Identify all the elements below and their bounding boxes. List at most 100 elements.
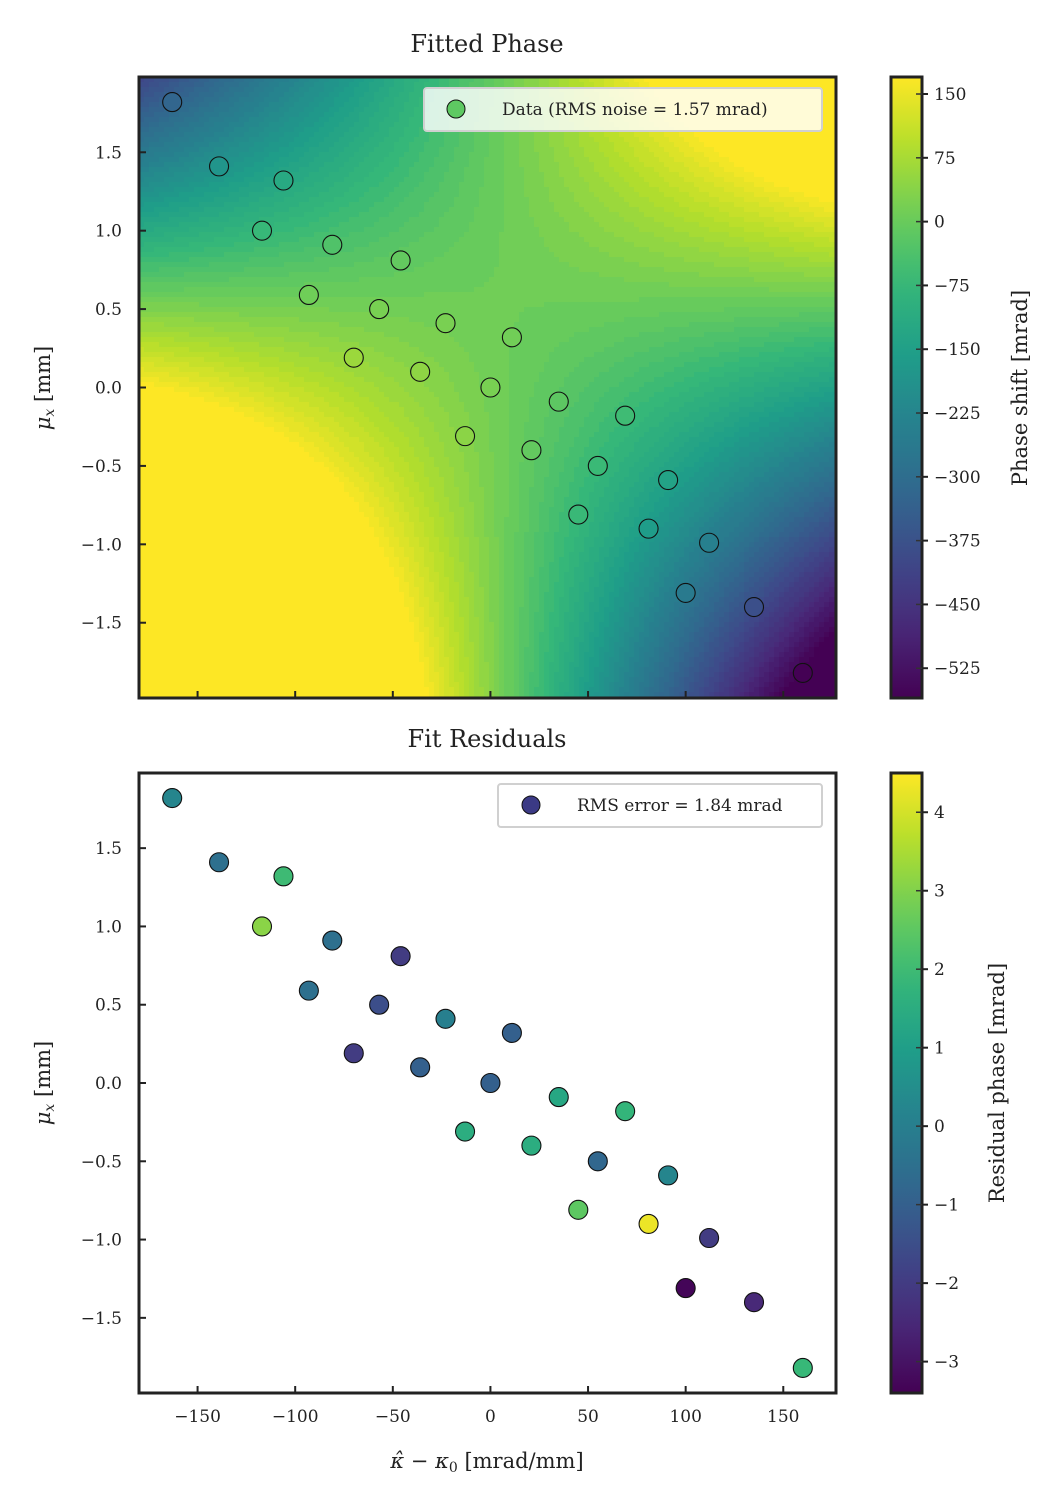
y-tick-label: −1.0 [81,1231,122,1251]
y-tick-label: 0.5 [95,996,122,1016]
residual-point [436,1009,455,1028]
colorbar-tick-label: −150 [934,340,981,360]
residual-point [411,1058,430,1077]
data-point [163,93,182,112]
residual-point [569,1200,588,1219]
residual-point [481,1074,500,1093]
data-point [481,378,500,397]
colorbar-tick-label: −300 [934,468,981,488]
data-point [639,519,658,538]
residual-point [299,981,318,1000]
residual-point [616,1102,635,1121]
data-point [793,663,812,682]
data-point [436,314,455,333]
x-tick-label: −100 [272,1407,319,1427]
data-point [676,583,695,602]
residual-point [549,1088,568,1107]
data-point [253,221,272,240]
data-point [569,505,588,524]
residual-point [588,1152,607,1171]
y-tick-label: 1.5 [95,839,122,859]
residual-point [700,1229,719,1248]
colorbar-tick-label: −225 [934,404,981,424]
phase-colorbar-label: Phase shift [mrad] [1008,290,1032,486]
x-tick-label: 100 [669,1407,701,1427]
data-point [210,157,229,176]
data-point [391,251,410,270]
colorbar-tick-label: −3 [934,1353,959,1373]
x-tick-label: −50 [375,1407,411,1427]
data-point [299,285,318,304]
top-legend-marker [447,100,465,118]
top-y-axis-label: μx [mm] [31,346,58,430]
colorbar-tick-label: 150 [934,85,966,105]
residual-point [659,1166,678,1185]
residual-point [639,1214,658,1233]
bottom-y-axis: −1.5−1.0−0.50.00.51.01.5 [81,839,146,1329]
residual-point [522,1136,541,1155]
y-tick-label: 0.5 [95,300,122,320]
residual-point [210,853,229,872]
top-legend-label: Data (RMS noise = 1.57 mrad) [502,100,768,120]
residual-point [370,995,389,1014]
colorbar-tick-label: −525 [934,659,981,679]
y-tick-label: −1.0 [81,535,122,555]
data-point [616,406,635,425]
bottom-x-axis-label: κ̂ − κ0 [mrad/mm] [389,1449,583,1476]
data-point [274,171,293,190]
residual-point [793,1358,812,1377]
y-tick-label: 0.0 [95,1074,122,1094]
y-tick-label: 0.0 [95,379,122,399]
residual-point [344,1044,363,1063]
data-point [659,471,678,490]
bottom-legend-label: RMS error = 1.84 mrad [577,796,783,816]
bottom-legend-marker [522,796,540,814]
data-point [745,598,764,617]
data-point [344,348,363,367]
y-tick-label: 1.0 [95,222,122,242]
data-point [370,300,389,319]
data-point [502,328,521,347]
residual-point [274,867,293,886]
colorbar-tick-label: 2 [934,960,945,980]
residual-point [253,917,272,936]
data-point [323,235,342,254]
y-tick-label: 1.0 [95,917,122,937]
colorbar-tick-label: 4 [934,803,945,823]
top-panel-title: Fitted Phase [410,30,563,58]
residual-point [745,1293,764,1312]
data-point [522,441,541,460]
colorbar-tick-label: −450 [934,595,981,615]
bottom-y-axis-label: μx [mm] [31,1041,58,1125]
x-tick-label: 0 [485,1407,496,1427]
colorbar-tick-label: 75 [934,149,956,169]
y-tick-label: 1.5 [95,143,122,163]
bottom-legend: RMS error = 1.84 mrad [498,784,822,827]
y-tick-label: −0.5 [81,457,122,477]
residual-colorbar-label: Residual phase [mrad] [985,963,1009,1203]
residual-point [676,1279,695,1298]
residual-points [163,789,813,1378]
y-tick-label: −1.5 [81,614,122,634]
x-tick-label: 50 [577,1407,599,1427]
colorbar-tick-label: 3 [934,882,945,902]
data-point [700,533,719,552]
colorbar-tick-label: −1 [934,1196,959,1216]
colorbar-tick-label: 0 [934,213,945,233]
data-point [456,427,475,446]
colorbar-tick-label: 0 [934,1117,945,1137]
data-point [411,362,430,381]
residual-point [391,947,410,966]
colorbar-tick-label: −75 [934,276,970,296]
colorbar-tick-label: 1 [934,1039,945,1059]
bottom-panel-title: Fit Residuals [408,725,567,753]
colorbar-tick-label: −2 [934,1274,959,1294]
residual-colorbar [891,773,922,1393]
y-tick-label: −0.5 [81,1152,122,1172]
top-y-axis: −1.5 −1.0 −0.5 0.0 0.5 1.0 1.5 [81,143,146,633]
x-tick-label: −150 [174,1407,221,1427]
top-legend: Data (RMS noise = 1.57 mrad) [424,88,822,131]
